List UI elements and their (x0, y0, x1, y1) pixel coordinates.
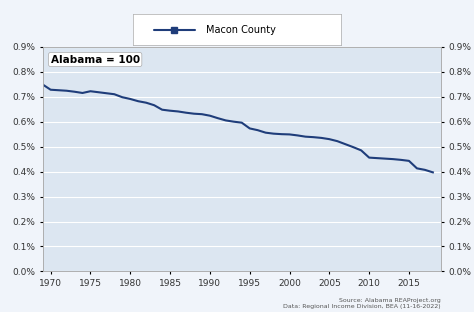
Text: Macon County: Macon County (206, 25, 275, 35)
Text: Source: Alabama REAProject.org
Data: Regional Income Division, BEA (11-16-2022): Source: Alabama REAProject.org Data: Reg… (283, 298, 441, 309)
Text: Alabama = 100: Alabama = 100 (51, 55, 140, 65)
